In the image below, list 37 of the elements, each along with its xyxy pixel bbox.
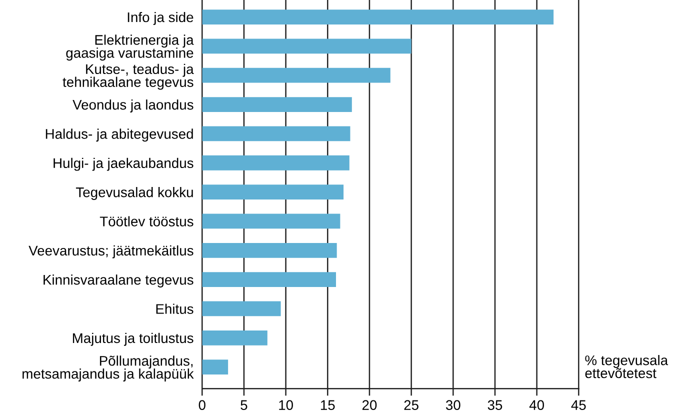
bar [202,242,337,258]
x-axis-title: % tegevusala ettevõtetest [585,355,668,378]
y-tick-label: Majutus ja toitlustus [72,332,194,346]
bar [202,214,340,229]
x-tick-label: 10 [279,400,293,410]
x-tick-label: 45 [571,400,586,410]
y-tick-label: Haldus- ja abitegevused [46,128,193,142]
x-tick-label: 25 [404,400,418,410]
y-tick-label: Põllumajandus, metsamajandus ja kalapüük [22,356,194,382]
x-tick-label: 5 [240,400,248,410]
x-tick-label: 30 [446,400,460,410]
bar [202,155,350,170]
bar [202,10,554,24]
bar [202,184,344,200]
x-tick-label: 40 [529,400,544,410]
bar [202,330,268,346]
bar [202,272,336,288]
y-tick-label: Veevarustus; jäätmekäitlus [28,245,194,258]
y-tick-label: Tegevusalad kokku [76,187,193,200]
y-tick-label: Hulgi- ja jaekaubandus [54,158,194,171]
bar [202,97,352,112]
y-tick-label: Elektrienergia ja gaasiga varustamine [66,34,194,61]
y-tick-label: Veondus ja laondus [72,99,194,112]
x-tick-label: 0 [198,400,206,410]
bar [202,360,228,375]
y-tick-label: Ehitus [156,304,194,314]
bar [202,301,281,316]
y-tick-label: Töötlev tööstus [100,216,194,226]
y-tick-label: Kinnisvaraalane tegevus [44,274,194,288]
bar [202,126,350,142]
bar [202,38,412,54]
x-tick-label: 15 [320,400,335,410]
x-tick-label: 35 [488,400,502,410]
y-tick-label: Info ja side [128,12,194,25]
y-tick-label: Kutse-, teadus- ja tehnikaalane tegevus [62,64,194,90]
bar [202,68,390,83]
x-tick-label: 20 [362,400,377,410]
